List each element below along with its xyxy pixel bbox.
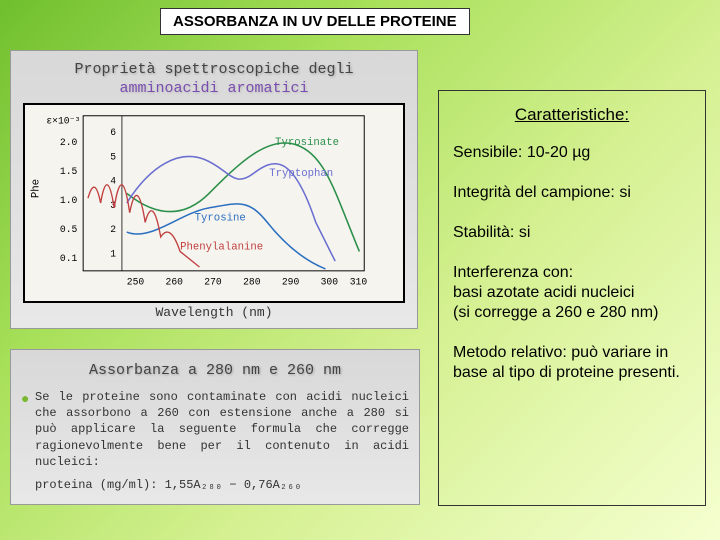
left-column: Proprietà spettroscopiche degli amminoac… [10,50,420,505]
absorbance-text-panel: Assorbanza a 280 nm e 260 nm ● Se le pro… [10,349,420,505]
chart-svg: Phe ε×10⁻³ 2.0 1.5 1.0 0.5 0.1 6 5 4 3 2… [25,105,403,301]
spectro-title-line1: Proprietà spettroscopiche degli [17,57,411,80]
ytick2: 5 [110,151,116,162]
char-item: Interferenza con: basi azotate acidi nuc… [453,263,691,323]
ytick2: 2 [110,224,116,235]
x-axis-label: Wavelength (nm) [17,305,411,320]
xtick: 290 [282,276,300,287]
abs-formula: proteina (mg/ml): 1,55A₂₈₀ − 0,76A₂₆₀ [21,470,409,492]
label-tyrosine: Tyrosine [195,212,246,224]
ytick2: 4 [110,176,116,187]
xtick: 300 [321,276,339,287]
label-tryptophan: Tryptophan [269,168,333,180]
xtick: 280 [243,276,261,287]
absorbance-chart: Phe ε×10⁻³ 2.0 1.5 1.0 0.5 0.1 6 5 4 3 2… [23,103,405,303]
xtick: 250 [127,276,145,287]
y-left-scale: ε×10⁻³ [46,116,80,127]
ytick: 1.5 [60,166,78,177]
y-left-label: Phe [31,179,43,198]
char-item: Integrità del campione: si [453,183,691,203]
ytick: 0.1 [60,253,78,264]
spectroscopy-panel: Proprietà spettroscopiche degli amminoac… [10,50,418,329]
bullet-icon: ● [21,391,29,410]
ytick: 0.5 [60,224,78,235]
abs-text-content: Se le proteine sono contaminate con acid… [35,390,409,469]
slide-title: ASSORBANZA IN UV DELLE PROTEINE [160,8,470,35]
label-phenylalanine: Phenylalanine [180,242,263,254]
xtick: 270 [204,276,222,287]
ytick: 1.0 [60,195,78,206]
curve-phenylalanine [88,185,199,267]
xtick: 260 [166,276,184,287]
characteristics-box: Caratteristiche: Sensibile: 10-20 µg Int… [438,90,706,506]
ytick: 2.0 [60,137,78,148]
spectro-title-line2: amminoacidi aromatici [17,80,411,103]
abs-panel-title: Assorbanza a 280 nm e 260 nm [21,356,409,389]
characteristics-heading: Caratteristiche: [453,105,691,125]
ytick2: 1 [110,248,116,259]
char-item: Stabilità: si [453,223,691,243]
abs-panel-text: ● Se le proteine sono contaminate con ac… [21,389,409,470]
ytick2: 6 [110,127,116,138]
label-tyrosinate: Tyrosinate [275,137,339,149]
char-item: Metodo relativo: può variare in base al … [453,343,691,383]
xtick: 310 [350,276,368,287]
char-item: Sensibile: 10-20 µg [453,143,691,163]
